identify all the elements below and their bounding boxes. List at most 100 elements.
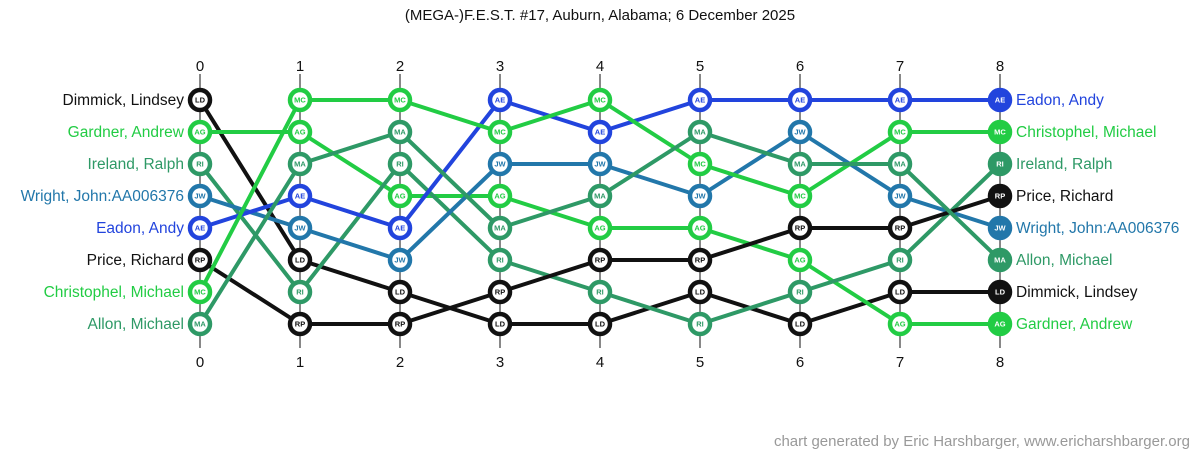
player-node-initials: MC [494, 128, 506, 137]
player-node-initials: AE [895, 96, 905, 105]
player-node-initials: RI [996, 160, 1004, 169]
player-node-ri [587, 279, 613, 305]
player-label-left-ri: Ireland, Ralph [87, 156, 184, 173]
player-node-jw [987, 215, 1013, 241]
player-node-initials: RI [596, 288, 604, 297]
player-node-ma [687, 119, 713, 145]
player-node-ri [887, 247, 913, 273]
round-tick-top: 6 [796, 58, 804, 75]
round-tick-bottom: 7 [896, 354, 904, 371]
player-node-ag [787, 247, 813, 273]
player-node-jw [787, 119, 813, 145]
player-node-initials: AG [394, 192, 405, 201]
player-node-initials: MC [894, 128, 906, 137]
player-node-initials: RP [895, 224, 905, 233]
player-node-initials: LD [695, 288, 706, 297]
player-node-initials: JW [394, 256, 406, 265]
player-node-rp [587, 247, 613, 273]
player-node-initials: MA [294, 160, 306, 169]
player-node-initials: AG [994, 320, 1005, 329]
player-node-initials: RP [295, 320, 305, 329]
player-node-initials: MA [894, 160, 906, 169]
player-node-initials: AG [294, 128, 305, 137]
player-node-ma [987, 247, 1013, 273]
player-node-initials: RI [696, 320, 704, 329]
player-node-rp [287, 311, 313, 337]
player-node-ri [487, 247, 513, 273]
player-node-initials: LD [295, 256, 306, 265]
player-label-left-mc: Christophel, Michael [44, 284, 184, 301]
player-label-right-ma: Allon, Michael [1016, 252, 1113, 269]
round-tick-bottom: 1 [296, 354, 304, 371]
round-tick-bottom: 2 [396, 354, 404, 371]
player-node-ri [987, 151, 1013, 177]
player-node-ld [187, 87, 213, 113]
player-node-initials: AG [194, 128, 205, 137]
player-node-initials: MC [194, 288, 206, 297]
player-node-mc [287, 87, 313, 113]
player-node-mc [787, 183, 813, 209]
player-node-initials: AE [795, 96, 805, 105]
player-node-initials: RI [896, 256, 904, 265]
player-node-jw [387, 247, 413, 273]
player-label-right-ld: Dimmick, Lindsey [1016, 284, 1138, 301]
player-node-ae [287, 183, 313, 209]
player-node-initials: MC [294, 96, 306, 105]
credit-text: chart generated by Eric Harshbarger, www… [773, 433, 1190, 450]
player-node-initials: AG [494, 192, 505, 201]
player-node-ag [687, 215, 713, 241]
player-node-initials: RP [795, 224, 805, 233]
player-node-ma [587, 183, 613, 209]
player-node-ma [787, 151, 813, 177]
player-node-ma [487, 215, 513, 241]
player-node-initials: AE [595, 128, 605, 137]
player-node-initials: LD [895, 288, 906, 297]
player-node-initials: AE [395, 224, 405, 233]
player-node-jw [687, 183, 713, 209]
player-node-ag [987, 311, 1013, 337]
player-node-ld [687, 279, 713, 305]
player-node-initials: JW [494, 160, 506, 169]
player-node-ma [287, 151, 313, 177]
round-tick-bottom: 3 [496, 354, 504, 371]
player-node-mc [587, 87, 613, 113]
player-node-initials: JW [994, 224, 1006, 233]
player-label-right-jw: Wright, John:AA006376 [1016, 220, 1179, 237]
player-node-initials: JW [694, 192, 706, 201]
player-node-ld [587, 311, 613, 337]
player-node-initials: AE [695, 96, 705, 105]
player-node-initials: JW [594, 160, 606, 169]
player-node-ri [787, 279, 813, 305]
player-node-mc [987, 119, 1013, 145]
player-node-initials: MC [694, 160, 706, 169]
player-node-rp [887, 215, 913, 241]
round-tick-bottom: 6 [796, 354, 804, 371]
round-tick-top: 4 [596, 58, 604, 75]
player-node-initials: MC [594, 96, 606, 105]
player-node-ma [887, 151, 913, 177]
player-node-initials: RI [296, 288, 304, 297]
chart-title: (MEGA-)F.E.S.T. #17, Auburn, Alabama; 6 … [404, 7, 796, 24]
player-node-initials: RP [195, 256, 205, 265]
player-label-left-jw: Wright, John:AA006376 [21, 188, 184, 205]
player-node-initials: AE [495, 96, 505, 105]
player-node-ag [187, 119, 213, 145]
player-node-ld [887, 279, 913, 305]
player-node-ri [187, 151, 213, 177]
player-node-rp [187, 247, 213, 273]
player-node-mc [387, 87, 413, 113]
player-node-ae [487, 87, 513, 113]
player-node-ag [287, 119, 313, 145]
player-label-right-ri: Ireland, Ralph [1016, 156, 1113, 173]
player-node-initials: MA [694, 128, 706, 137]
player-node-rp [787, 215, 813, 241]
player-label-left-ma: Allon, Michael [88, 316, 185, 333]
player-node-ld [387, 279, 413, 305]
player-node-ld [487, 311, 513, 337]
player-node-ae [787, 87, 813, 113]
player-node-ae [987, 87, 1013, 113]
player-node-initials: MA [494, 224, 506, 233]
player-node-ag [487, 183, 513, 209]
player-node-mc [487, 119, 513, 145]
round-tick-top: 2 [396, 58, 404, 75]
